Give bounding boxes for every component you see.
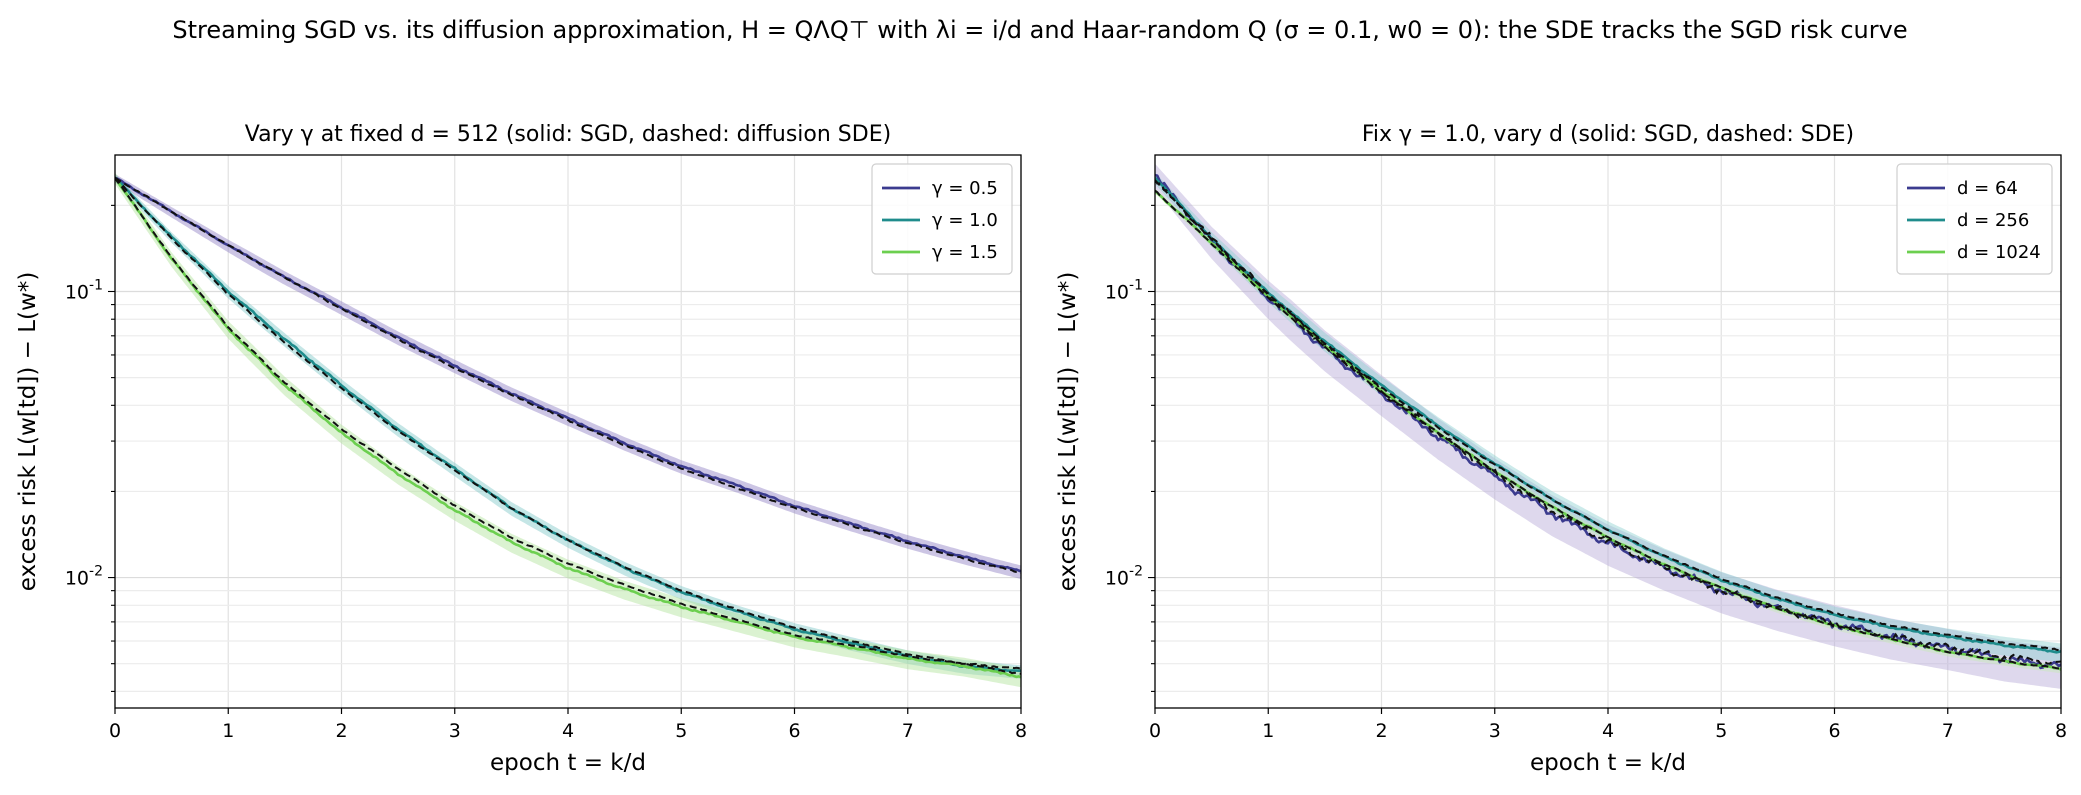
figure-suptitle: Streaming SGD vs. its diffusion approxim…: [172, 16, 1907, 44]
right-chart-panel: 0 1 2 3 4 5 6 7 8 10-2 10-1 epoch t = k/d excess ris…: [1055, 122, 2067, 776]
sde-line-3: [115, 177, 1021, 675]
x-tick-label: 0: [109, 720, 121, 742]
panel-title: Fix γ = 1.0, vary d (solid: SGD, dashed:…: [1362, 122, 1854, 147]
y-axis-label: excess risk L(w[td]) − L(w*): [15, 272, 41, 592]
legend-label: γ = 1.0: [932, 210, 998, 231]
legend-label: d = 1024: [1957, 242, 2041, 263]
y-tick-label: 10-1: [1105, 277, 1143, 303]
sde-line-2: [1155, 179, 2061, 652]
plot-series: [1155, 163, 2061, 689]
x-tick-label: 5: [1715, 720, 1727, 742]
x-tick-label: 5: [675, 720, 687, 742]
y-tick-label: 10-2: [65, 564, 103, 590]
legend-box: [1896, 163, 2053, 275]
y-tick-label: 10-1: [65, 277, 103, 303]
sde-line-1: [1155, 179, 2061, 665]
x-tick-label: 4: [562, 720, 574, 742]
panel-title: Vary γ at fixed d = 512 (solid: SGD, das…: [245, 122, 891, 147]
x-tick-label: 6: [788, 720, 800, 742]
legend-label: γ = 0.5: [932, 178, 998, 199]
x-tick-label: 3: [449, 720, 461, 742]
legend-label: γ = 1.5: [932, 242, 998, 263]
x-tick-label: 7: [1942, 720, 1954, 742]
y-tick-label: 10-2: [1105, 564, 1143, 590]
sgd-line-3: [115, 176, 1021, 679]
x-tick-label: 1: [222, 720, 234, 742]
x-axis-label: epoch t = k/d: [490, 750, 646, 776]
sde-line-1: [115, 176, 1021, 574]
legend-label: d = 256: [1957, 210, 2029, 231]
legend-label: d = 64: [1957, 178, 2018, 199]
x-tick-label: 8: [2055, 720, 2067, 742]
x-tick-label: 0: [1149, 720, 1161, 742]
legend: γ = 0.5 γ = 1.0 γ = 1.5: [871, 163, 1013, 275]
y-axis-label: excess risk L(w[td]) − L(w*): [1055, 272, 1081, 592]
x-tick-label: 3: [1489, 720, 1501, 742]
band-1: [1155, 163, 2061, 689]
sde-line-2: [115, 177, 1021, 670]
plot-series: [115, 172, 1021, 688]
x-axis-label: epoch t = k/d: [1530, 750, 1686, 776]
x-tick-label: 8: [1015, 720, 1027, 742]
x-tick-label: 6: [1828, 720, 1840, 742]
sde-line-3: [1155, 189, 2061, 670]
left-chart-panel: 0 1 2 3 4 5 6 7 8 10-2 10-1 epoch t = k/d excess ris…: [15, 122, 1027, 776]
x-tick-label: 7: [902, 720, 914, 742]
grid: [1154, 155, 2062, 708]
x-tick-label: 2: [1375, 720, 1387, 742]
x-tick-label: 2: [335, 720, 347, 742]
x-tick-label: 4: [1602, 720, 1614, 742]
legend: d = 64 d = 256 d = 1024: [1896, 163, 2053, 275]
x-tick-label: 1: [1262, 720, 1274, 742]
legend-box: [871, 163, 1013, 275]
